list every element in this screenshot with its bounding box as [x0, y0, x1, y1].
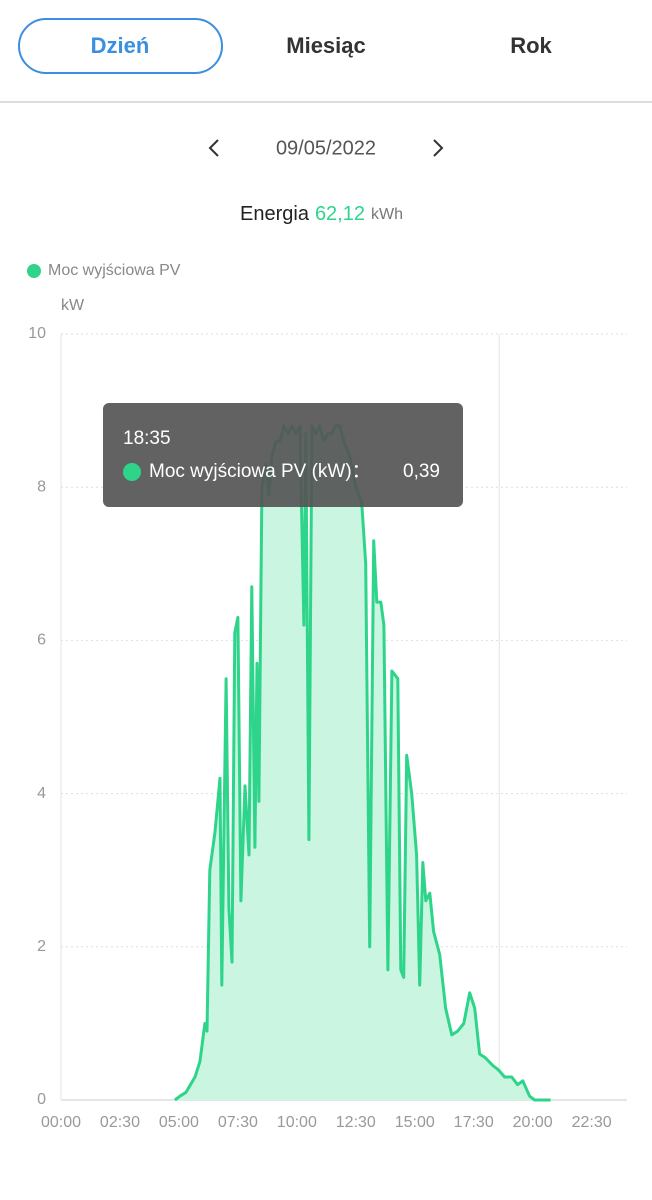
y-tick-label: 6 [37, 632, 46, 649]
y-tick-label: 2 [37, 938, 46, 955]
energy: Energia 62,12 kWh [240, 203, 403, 225]
x-tick-label: 02:30 [100, 1114, 140, 1131]
next-button[interactable] [433, 139, 444, 157]
tab[interactable]: Miesiąc [286, 33, 366, 58]
prev-button[interactable] [208, 139, 219, 157]
y-tick-label: 4 [37, 785, 46, 802]
x-tick-label: 00:00 [41, 1114, 81, 1131]
x-tick-label: 10:00 [277, 1114, 317, 1131]
x-tick-label: 20:00 [513, 1114, 553, 1131]
tooltip: 18:35 Moc wyjściowa PV (kW)： 0,39 [103, 403, 463, 507]
date: 09/05/2022 [276, 137, 376, 159]
x-tick-label: 15:00 [395, 1114, 435, 1131]
tab-pill[interactable] [18, 18, 223, 74]
legend-dot [27, 264, 41, 278]
y-tick-label: 8 [37, 478, 46, 495]
x-tick-label: 12:30 [336, 1114, 376, 1131]
energy-value: 62,12 [315, 203, 365, 225]
y-tick-label: 10 [28, 325, 46, 342]
y-axis-label: kW [61, 297, 85, 314]
tooltip-value: 0,39 [403, 461, 440, 482]
tab[interactable]: Dzień [91, 33, 150, 58]
x-tick-label: 17:30 [454, 1114, 494, 1131]
tooltip-series: Moc wyjściowa PV (kW)： [149, 461, 371, 482]
y-tick-label: 0 [37, 1091, 46, 1108]
energy-label: Energia [240, 203, 310, 225]
x-tick-label: 07:30 [218, 1114, 258, 1131]
tooltip-dot [123, 463, 141, 481]
tab[interactable]: Rok [510, 33, 552, 58]
tooltip-title: 18:35 [123, 428, 171, 449]
x-tick-label: 05:00 [159, 1114, 199, 1131]
tooltip-box [103, 403, 463, 507]
energy-unit: kWh [371, 206, 403, 223]
legend-label[interactable]: Moc wyjściowa PV [48, 262, 181, 279]
x-tick-label: 22:30 [572, 1114, 612, 1131]
area [174, 425, 551, 1100]
